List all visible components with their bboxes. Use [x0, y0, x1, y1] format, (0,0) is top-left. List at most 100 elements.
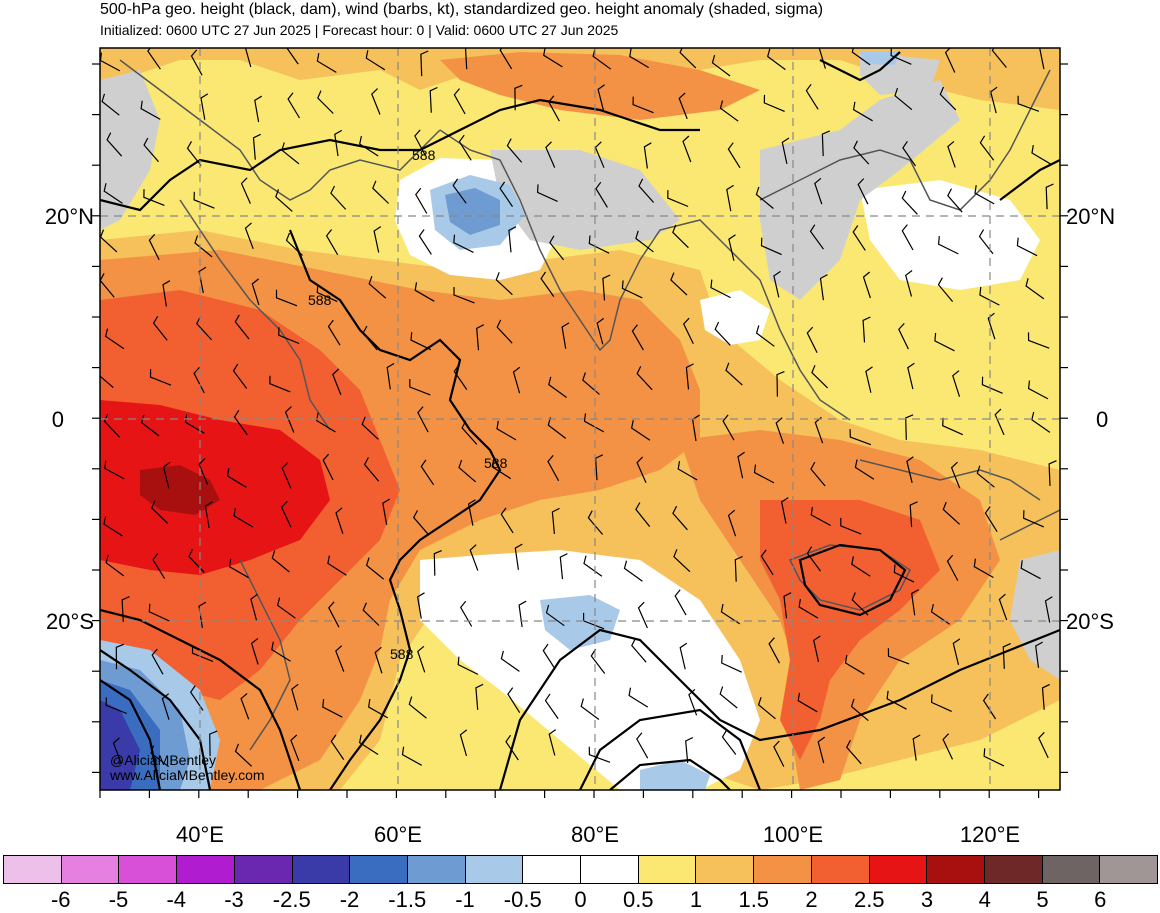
- colorbar-label: -3: [224, 887, 244, 912]
- colorbar-box: [465, 856, 524, 883]
- wind-barb: [507, 687, 521, 714]
- wind-barb: [417, 645, 426, 673]
- wind-barb: [905, 414, 914, 440]
- wind-barb: [773, 270, 781, 298]
- wind-barb: [322, 699, 343, 718]
- wind-barb: [1027, 380, 1049, 400]
- wind-barb: [232, 363, 248, 389]
- wind-barb: [1027, 332, 1050, 349]
- wind-barb: [362, 325, 378, 351]
- colorbar-label: 2: [805, 887, 818, 912]
- anomaly-region-20: [445, 188, 500, 235]
- wind-barb: [862, 316, 871, 343]
- wind-barb: [316, 53, 337, 73]
- wind-barb: [559, 553, 568, 580]
- wind-barb: [939, 86, 957, 111]
- colorbar-label: 0: [574, 887, 587, 912]
- wind-barb: [679, 642, 688, 670]
- wind-barb: [1035, 641, 1043, 668]
- lon-label: 100°E: [763, 822, 823, 847]
- wind-barb: [768, 637, 781, 664]
- credit-website[interactable]: www.AliciaMBentley.com: [110, 767, 265, 783]
- wind-barb: [103, 516, 123, 537]
- wind-barb: [551, 507, 560, 534]
- wind-barb: [755, 186, 774, 209]
- wind-barb: [737, 451, 745, 479]
- wind-barb: [1039, 48, 1045, 70]
- wind-barb: [189, 685, 204, 711]
- wind-barb: [410, 332, 432, 351]
- colorbar-box: [811, 856, 870, 883]
- wind-barb: [755, 325, 775, 347]
- wind-barb: [140, 100, 161, 120]
- colorbar-box: [581, 856, 639, 883]
- colorbar-label: -0.5: [503, 887, 542, 912]
- anomaly-region-25: [100, 700, 140, 790]
- colorbar-label: 6: [1094, 887, 1107, 912]
- wind-barb: [548, 95, 560, 122]
- wind-barb: [275, 289, 298, 307]
- wind-barb: [359, 135, 379, 157]
- wind-barb: [805, 83, 819, 110]
- wind-barb: [635, 230, 654, 253]
- wind-barb: [499, 48, 513, 70]
- wind-barb: [112, 737, 122, 764]
- wind-barb: [673, 549, 691, 573]
- wind-barb: [506, 138, 523, 163]
- wind-barb: [162, 280, 171, 307]
- wind-barb: [942, 417, 964, 436]
- wind-barb: [636, 732, 649, 759]
- wind-barb: [937, 236, 959, 255]
- wind-barb: [1002, 643, 1011, 669]
- anomaly-region-8: [100, 400, 330, 575]
- wind-barb: [287, 92, 301, 119]
- wind-barb: [365, 557, 385, 580]
- wind-barb: [631, 638, 647, 663]
- colorbar-box: [61, 856, 120, 883]
- wind-barb: [254, 95, 263, 123]
- wind-barb: [386, 362, 395, 390]
- wind-barb: [194, 235, 213, 258]
- colorbar-label: 4: [978, 887, 991, 912]
- wind-barb: [851, 48, 871, 66]
- wind-barb: [602, 274, 611, 301]
- wind-barb: [104, 460, 125, 480]
- lon-label: 60°E: [374, 822, 422, 847]
- wind-barb: [628, 687, 649, 708]
- wind-barb: [1016, 237, 1038, 257]
- wind-barb: [817, 736, 826, 764]
- wind-barb: [457, 656, 479, 675]
- wind-barb: [851, 556, 871, 577]
- wind-barb: [362, 602, 380, 626]
- wind-barb: [1045, 183, 1054, 210]
- lat-label-left: 20°S: [46, 609, 94, 634]
- wind-barb: [845, 739, 862, 765]
- wind-barb: [280, 500, 292, 528]
- wind-barb: [418, 229, 432, 255]
- wind-barb: [629, 48, 650, 69]
- wind-barb: [1031, 411, 1051, 433]
- wind-barb: [416, 592, 425, 619]
- wind-barb: [721, 654, 742, 673]
- lon-label: 80°E: [571, 822, 619, 847]
- wind-barb: [894, 87, 913, 111]
- wind-barb: [476, 324, 485, 351]
- wind-barb: [459, 729, 468, 757]
- wind-barb: [188, 549, 205, 573]
- wind-barb: [583, 413, 605, 433]
- wind-barb: [890, 48, 912, 65]
- wind-barb: [783, 592, 792, 619]
- wind-barb: [722, 414, 735, 441]
- wind-barb: [508, 226, 517, 253]
- wind-barb: [334, 129, 343, 157]
- wind-barb: [363, 457, 380, 482]
- wind-barb: [372, 180, 390, 204]
- anomaly-region-11: [420, 550, 760, 790]
- colorbar-box: [234, 856, 293, 883]
- wind-barb: [191, 645, 214, 662]
- colorbar-box: [407, 856, 466, 883]
- wind-barb: [459, 600, 473, 627]
- wind-barb: [798, 598, 819, 619]
- wind-barb: [760, 549, 774, 576]
- wind-barb: [637, 601, 648, 629]
